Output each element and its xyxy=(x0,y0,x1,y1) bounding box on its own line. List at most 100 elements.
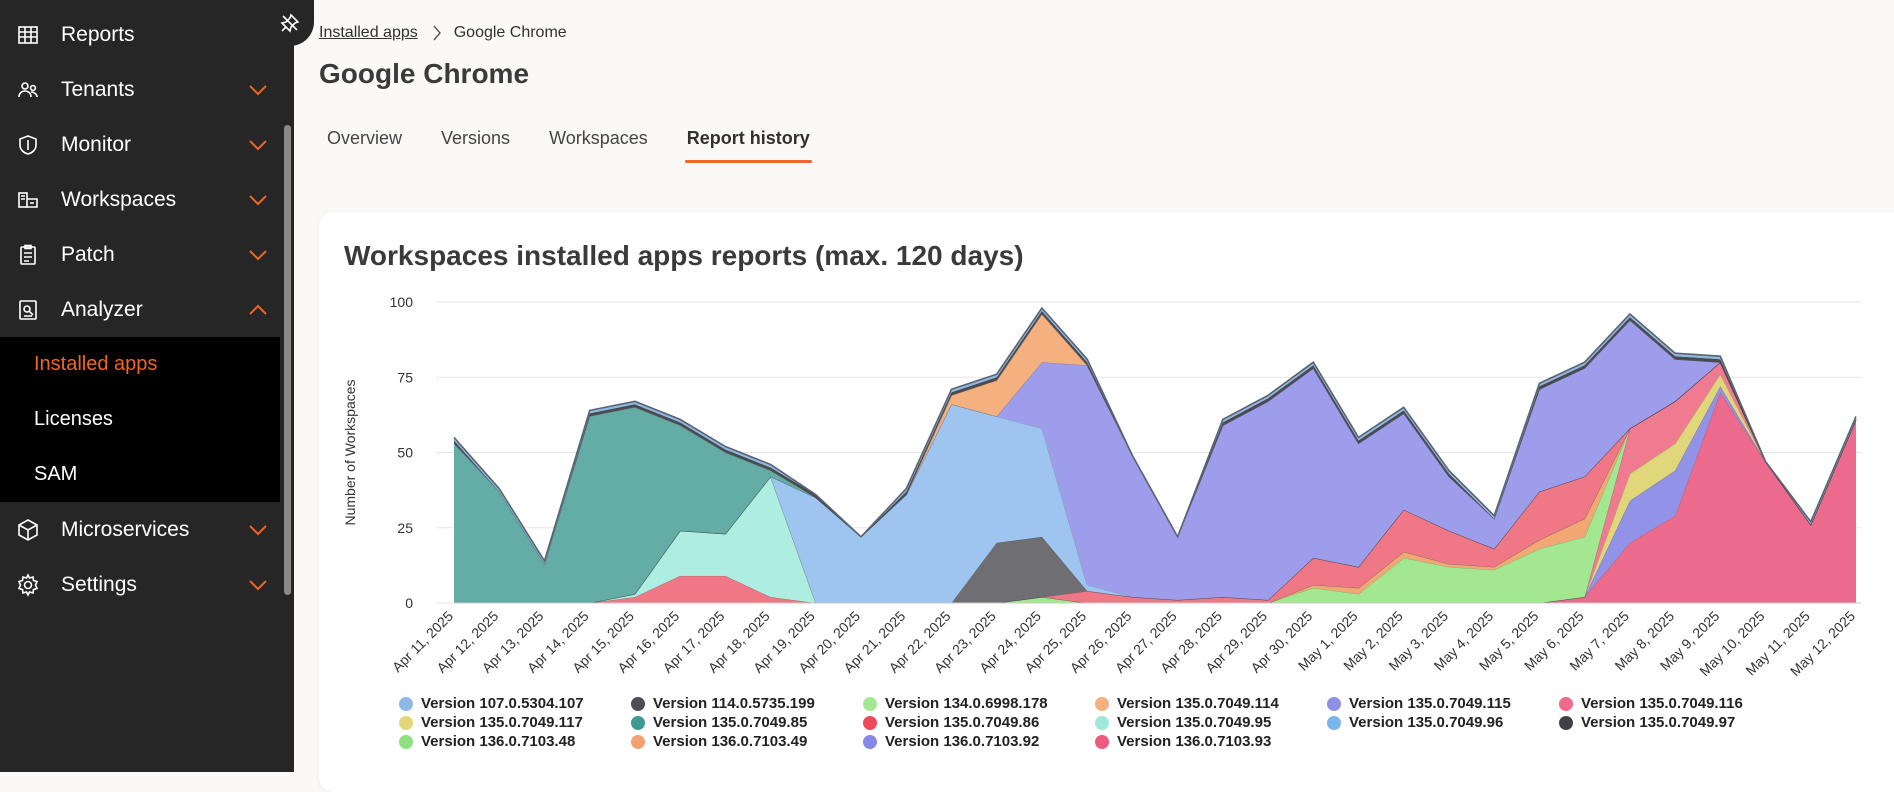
chart-title: Workspaces installed apps reports (max. … xyxy=(344,240,1024,271)
sidebar-item-label: Tenants xyxy=(61,77,135,101)
legend-item[interactable]: Version 136.0.7103.48 xyxy=(399,733,575,750)
legend-item[interactable]: Version 135.0.7049.85 xyxy=(631,714,807,731)
legend-dot xyxy=(631,715,645,730)
sidebar-item-reports[interactable]: Reports xyxy=(0,7,280,62)
tab-workspaces[interactable]: Workspaces xyxy=(549,128,648,148)
tab-overview[interactable]: Overview xyxy=(327,128,403,148)
legend-item[interactable]: Version 135.0.7049.96 xyxy=(1327,714,1503,731)
legend-dot xyxy=(1559,696,1573,711)
sidebar-item-microservices[interactable]: Microservices xyxy=(0,502,280,557)
sidebar-scrollbar-thumb[interactable] xyxy=(284,125,291,595)
legend-label: Version 135.0.7049.114 xyxy=(1117,695,1279,712)
legend-dot xyxy=(863,696,877,711)
legend-label: Version 135.0.7049.95 xyxy=(1117,714,1272,731)
legend-item[interactable]: Version 136.0.7103.93 xyxy=(1095,733,1271,750)
y-axis-label: Number of Workspaces xyxy=(342,379,358,525)
legend-item[interactable]: Version 135.0.7049.86 xyxy=(863,714,1039,731)
chevron-down-icon[interactable] xyxy=(246,573,270,597)
area-series-version-135_0_7049_86 xyxy=(454,362,1856,603)
sidebar-item-label: Patch xyxy=(61,242,115,266)
chevron-down-icon[interactable] xyxy=(246,188,270,212)
legend-label: Version 107.0.5304.107 xyxy=(421,695,584,712)
y-tick-label: 75 xyxy=(397,369,413,385)
breadcrumb: Installed apps Google Chrome xyxy=(319,24,567,42)
tab-bar: Overview Versions Workspaces Report history xyxy=(319,126,847,163)
page-title: Google Chrome xyxy=(319,58,530,89)
workspaces-icon xyxy=(14,186,42,214)
legend-item[interactable]: Version 135.0.7049.95 xyxy=(1095,714,1271,731)
reports-grid-icon xyxy=(14,21,42,49)
shield-icon xyxy=(14,131,42,159)
chevron-down-icon[interactable] xyxy=(246,78,270,102)
legend-item[interactable]: Version 135.0.7049.117 xyxy=(399,714,583,731)
submenu-item-installed-apps[interactable]: Installed apps xyxy=(34,353,158,375)
legend-dot xyxy=(631,734,645,749)
chevron-right-icon xyxy=(432,25,442,41)
legend-dot xyxy=(1095,696,1109,711)
legend-item[interactable]: Version 107.0.5304.107 xyxy=(399,695,584,712)
gear-icon xyxy=(14,571,42,599)
chevron-down-icon[interactable] xyxy=(246,243,270,267)
legend-item[interactable]: Version 135.0.7049.114 xyxy=(1095,695,1279,712)
submenu-item-licenses[interactable]: Licenses xyxy=(34,408,113,430)
tab-report-history[interactable]: Report history xyxy=(684,126,812,163)
clipboard-icon xyxy=(14,241,42,269)
legend-item[interactable]: Version 135.0.7049.97 xyxy=(1559,714,1735,731)
legend-item[interactable]: Version 135.0.7049.116 xyxy=(1559,695,1743,712)
pin-icon[interactable] xyxy=(266,0,314,46)
sidebar-item-label: Reports xyxy=(61,22,135,46)
area-series-version-135_0_7049_96 xyxy=(454,362,1856,603)
legend-dot xyxy=(399,696,413,711)
area-series-version-136_0_7103_93 xyxy=(454,392,1856,603)
chart-card: Workspaces installed apps reports (max. … xyxy=(319,212,1894,792)
sidebar-item-workspaces[interactable]: Workspaces xyxy=(0,172,280,227)
legend-dot xyxy=(399,715,413,730)
legend-dot xyxy=(1095,734,1109,749)
legend-item[interactable]: Version 134.0.6998.178 xyxy=(863,695,1048,712)
legend-label: Version 136.0.7103.93 xyxy=(1117,733,1272,750)
sidebar-item-monitor[interactable]: Monitor xyxy=(0,117,280,172)
submenu-item-sam[interactable]: SAM xyxy=(34,463,78,485)
legend-label: Version 134.0.6998.178 xyxy=(885,695,1048,712)
legend-label: Version 135.0.7049.117 xyxy=(421,714,583,731)
sidebar-item-tenants[interactable]: Tenants xyxy=(0,62,280,117)
sidebar-item-analyzer[interactable]: Analyzer xyxy=(0,282,280,337)
y-tick-label: 100 xyxy=(390,294,414,310)
area-series-version-135_0_7049_85 xyxy=(454,314,1856,603)
legend-label: Version 135.0.7049.115 xyxy=(1349,695,1511,712)
sidebar-item-label: Analyzer xyxy=(61,297,143,321)
chevron-down-icon[interactable] xyxy=(246,518,270,542)
legend-label: Version 135.0.7049.96 xyxy=(1349,714,1504,731)
legend-item[interactable]: Version 136.0.7103.49 xyxy=(631,733,807,750)
sidebar-item-settings[interactable]: Settings xyxy=(0,557,280,612)
legend-dot xyxy=(399,734,413,749)
legend-dot xyxy=(1095,715,1109,730)
area-series-version-136_0_7103_92 xyxy=(454,320,1856,603)
sidebar-item-patch[interactable]: Patch xyxy=(0,227,280,282)
legend-dot xyxy=(1559,715,1573,730)
legend-label: Version 135.0.7049.85 xyxy=(653,714,808,731)
main-content: Installed apps Google Chrome Google Chro… xyxy=(294,0,1894,792)
legend-item[interactable]: Version 114.0.5735.199 xyxy=(631,695,815,712)
chevron-up-icon[interactable] xyxy=(246,298,270,322)
cube-icon xyxy=(14,516,42,544)
legend-dot xyxy=(1327,715,1341,730)
legend-dot xyxy=(631,696,645,711)
chevron-down-icon[interactable] xyxy=(246,133,270,157)
analyzer-submenu: Installed apps Licenses SAM xyxy=(0,337,280,502)
sidebar-item-label: Microservices xyxy=(61,517,190,541)
legend-label: Version 136.0.7103.92 xyxy=(885,733,1040,750)
tab-versions[interactable]: Versions xyxy=(441,128,511,148)
breadcrumb-installed-apps-link[interactable]: Installed apps xyxy=(319,24,418,41)
total-outline xyxy=(453,306,1857,563)
y-tick-label: 0 xyxy=(405,595,413,611)
legend-item[interactable]: Version 136.0.7103.92 xyxy=(863,733,1039,750)
tenants-icon xyxy=(14,76,42,104)
legend-dot xyxy=(863,715,877,730)
legend-label: Version 135.0.7049.86 xyxy=(885,714,1040,731)
y-tick-label: 25 xyxy=(397,520,413,536)
legend-item[interactable]: Version 135.0.7049.115 xyxy=(1327,695,1511,712)
legend-label: Version 136.0.7103.49 xyxy=(653,733,808,750)
legend-label: Version 135.0.7049.97 xyxy=(1581,714,1736,731)
